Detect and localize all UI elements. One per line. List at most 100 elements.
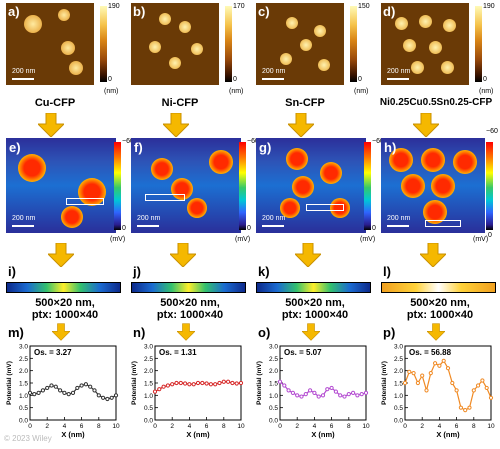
y-tick-label: 1.0 <box>394 393 403 400</box>
y-tick-label: 1.0 <box>269 393 278 400</box>
scan-pixels: ptx: 1000×40 <box>281 309 349 321</box>
panel-label: j) <box>133 264 141 279</box>
x-tick-label: 10 <box>237 423 245 430</box>
data-point <box>363 390 369 395</box>
cbar-min: 0 <box>247 225 251 232</box>
scan-pixels: ptx: 1000×40 <box>156 309 224 321</box>
colorbar <box>364 142 371 230</box>
x-tick-label: 4 <box>63 423 67 430</box>
y-tick-label: 2.5 <box>394 356 403 363</box>
line-scan-strip <box>131 282 246 293</box>
data-point <box>424 388 429 393</box>
data-point <box>342 394 347 399</box>
data-point <box>109 395 114 400</box>
hot-region <box>61 206 83 228</box>
cbar-max: 190 <box>108 3 120 10</box>
data-point <box>183 381 188 386</box>
data-point <box>157 387 162 392</box>
panel-label: l) <box>383 264 391 279</box>
x-tick-label: 2 <box>420 423 424 430</box>
scale-text: 200 nm <box>12 68 36 75</box>
plot-svg: 0.0 0.5 1.0 1.5 2.0 2.5 3.0 0 2 4 6 8 10 X (nm) Potent… <box>381 344 495 440</box>
down-arrow-icon <box>38 113 64 137</box>
data-point <box>32 392 37 397</box>
data-point <box>66 392 71 397</box>
y-axis-label: Potential (mV) <box>381 361 388 405</box>
plot-svg: 0.0 0.5 1.0 1.5 2.0 2.5 3.0 0 2 4 6 8 10 X (nm) Potent… <box>256 344 370 440</box>
scale-bar <box>387 78 409 80</box>
panel-label: h) <box>384 140 397 155</box>
cbar-min: 0 <box>122 225 126 232</box>
particle <box>169 57 181 69</box>
y-tick-label: 0.5 <box>269 405 278 412</box>
particle <box>318 59 330 71</box>
line-scan-strip <box>256 282 371 293</box>
data-point <box>195 380 201 386</box>
hot-region <box>421 148 445 172</box>
y-tick-label: 2.5 <box>144 356 153 363</box>
hot-region <box>151 158 173 180</box>
kpfm-image-h <box>381 138 485 233</box>
x-axis-label: X (nm) <box>311 430 335 439</box>
data-point <box>325 387 330 392</box>
plot-frame <box>279 345 367 421</box>
particle <box>24 15 42 33</box>
x-tick-label: 10 <box>112 423 120 430</box>
y-tick-label: 0.0 <box>269 418 278 425</box>
scale-bar <box>12 225 34 227</box>
hot-region <box>389 148 413 172</box>
cbar-max: 190 <box>483 3 495 10</box>
offset-label: Os. = 3.27 <box>34 348 72 357</box>
hot-region <box>209 150 233 174</box>
down-arrow-icon <box>302 323 320 341</box>
material-label: Ni0.25Cu0.5Sn0.25-CFP <box>379 97 493 108</box>
panel-label: p) <box>383 325 396 340</box>
data-point <box>187 382 192 387</box>
data-point <box>299 394 304 399</box>
afm-image-b <box>131 3 219 85</box>
data-point <box>58 388 63 393</box>
cbar-max: −60 <box>122 138 134 145</box>
data-point <box>101 395 106 400</box>
line-scan-box <box>145 194 185 201</box>
particle <box>429 41 442 54</box>
plot-svg: 0.0 0.5 1.0 1.5 2.0 2.5 3.0 0 2 4 6 8 10 X (nm) Potent… <box>131 344 245 440</box>
colorbar <box>486 142 493 230</box>
down-arrow-icon <box>163 113 189 137</box>
cbar-min: 0 <box>108 76 112 83</box>
data-point <box>437 363 442 368</box>
cbar-unit: (mV) <box>473 236 489 243</box>
data-point <box>476 383 481 388</box>
data-point <box>415 380 421 386</box>
down-arrow-icon <box>413 113 439 137</box>
down-arrow-icon <box>177 323 195 341</box>
data-point <box>308 388 313 393</box>
scale-bar <box>12 78 34 80</box>
scale-text: 200 nm <box>387 215 411 222</box>
data-point <box>433 361 438 366</box>
afm-image-a <box>6 3 94 85</box>
data-point <box>226 379 231 384</box>
x-tick-label: 4 <box>313 423 317 430</box>
data-point <box>277 379 283 384</box>
data-point <box>165 383 171 388</box>
x-tick-label: 0 <box>28 423 32 430</box>
data-point <box>445 366 451 371</box>
data-point <box>234 381 239 386</box>
cbar-min: 0 <box>233 76 237 83</box>
data-point <box>79 383 84 388</box>
y-axis-label: Potential (mV) <box>131 361 138 405</box>
down-arrow-icon <box>52 323 70 341</box>
data-point <box>62 390 67 395</box>
data-point <box>428 371 433 376</box>
data-point <box>238 380 244 386</box>
data-point <box>45 385 50 391</box>
cbar-max: −60 <box>372 138 384 145</box>
x-tick-label: 8 <box>472 423 476 430</box>
x-tick-label: 4 <box>188 423 192 430</box>
data-point <box>96 393 101 398</box>
data-point <box>174 380 179 386</box>
data-point <box>286 388 291 393</box>
y-tick-label: 2.5 <box>19 356 28 363</box>
x-tick-label: 8 <box>97 423 101 430</box>
